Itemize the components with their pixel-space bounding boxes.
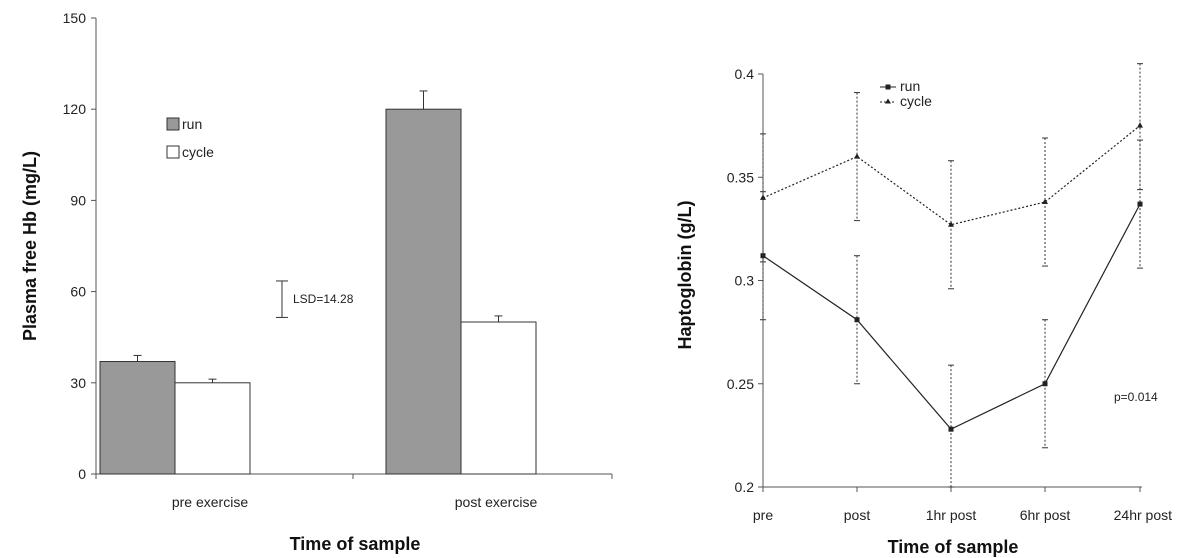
legend-marker-run: [885, 84, 891, 90]
c2-x-tick-label: pre: [753, 507, 773, 523]
legend-label-cycle: cycle: [182, 144, 214, 160]
c2-y-axis-label: Haptoglobin (g/L): [675, 201, 695, 350]
point-cycle-4: [1137, 122, 1143, 128]
bar-run-1: [385, 108, 462, 475]
c1-x-axis-label: Time of sample: [290, 534, 421, 554]
c1-y-tick-label: 60: [70, 284, 86, 300]
c2-x-tick-label: post: [844, 507, 871, 523]
legend-swatch-run: [166, 117, 180, 131]
c2-y-tick-label: 0.4: [735, 66, 755, 82]
c2-y-tick-label: 0.25: [727, 376, 754, 392]
c1-y-tick-label: 0: [78, 466, 86, 482]
lsd-annotation: LSD=14.28: [276, 280, 354, 318]
point-cycle-0: [760, 194, 766, 200]
point-cycle-2: [948, 221, 954, 227]
point-cycle-1: [854, 153, 860, 159]
legend-label-cycle: cycle: [900, 93, 932, 109]
c2-x-tick-label: 24hr post: [1114, 507, 1172, 523]
point-run-4: [1137, 201, 1143, 207]
bar-cycle-1: [460, 321, 537, 475]
line-chart-haptoglobin: 0.2 0.25 0.3 0.35 0.4 pre post 1hr post 6hr pos…: [675, 63, 1172, 557]
point-cycle-3: [1042, 198, 1048, 205]
c2-x-tick-label: 1hr post: [926, 507, 977, 523]
legend-label-run: run: [182, 116, 202, 132]
legend-marker-cycle: [885, 98, 891, 104]
legend-swatch-cycle: [166, 145, 180, 159]
point-run-3: [1042, 381, 1048, 387]
legend-label-run: run: [900, 78, 920, 94]
bar-run-0: [99, 361, 176, 475]
c1-y-tick-label: 120: [63, 101, 87, 117]
point-run-2: [948, 426, 954, 432]
c1-y-tick-label: 30: [70, 375, 86, 391]
bar-cycle-0: [174, 382, 251, 475]
c2-y-tick-label: 0.2: [735, 479, 755, 495]
c1-x-tick-label: post exercise: [455, 494, 538, 510]
c2-y-tick-label: 0.35: [727, 169, 754, 185]
c2-x-axis-label: Time of sample: [888, 537, 1019, 557]
c1-legend: run cycle: [166, 116, 214, 160]
lsd-label: LSD=14.28: [293, 292, 354, 306]
c2-x-tick-label: 6hr post: [1020, 507, 1071, 523]
series-line-cycle: [762, 125, 1141, 226]
c1-y-tick-label: 150: [63, 10, 87, 26]
c1-y-tick-label: 90: [70, 192, 86, 208]
p-value-annotation: p=0.014: [1114, 390, 1158, 404]
c1-y-axis-label: Plasma free Hb (mg/L): [20, 151, 40, 341]
point-run-1: [854, 317, 860, 323]
c2-y-tick-label: 0.3: [735, 273, 755, 289]
c1-x-tick-label: pre exercise: [172, 494, 248, 510]
c2-legend: run cycle: [880, 78, 932, 109]
